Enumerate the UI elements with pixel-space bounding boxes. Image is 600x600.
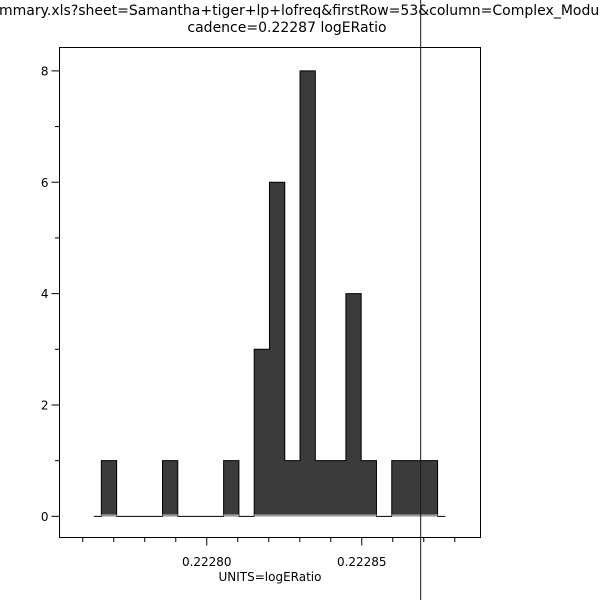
y-tick-label: 4 xyxy=(41,287,49,301)
x-tick-label: 0.22285 xyxy=(337,555,387,569)
y-tick-label: 2 xyxy=(41,398,49,412)
plot-frame xyxy=(59,47,481,538)
x-axis-label: UNITS=logERatio xyxy=(219,570,322,584)
y-tick-label: 8 xyxy=(41,64,49,78)
histogram-bars xyxy=(93,70,446,517)
y-tick-label: 6 xyxy=(41,176,49,190)
figure-title-line1: mmary.xls?sheet=Samantha+tiger+lp+lofreq… xyxy=(0,3,600,19)
figure-title-line2: cadence=0.22287 logERatio xyxy=(187,20,387,36)
x-tick-label: 0.22280 xyxy=(182,555,232,569)
y-tick-label: 0 xyxy=(41,510,49,524)
